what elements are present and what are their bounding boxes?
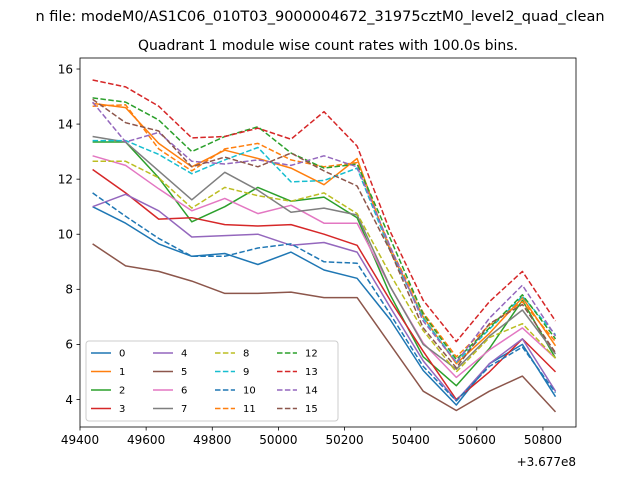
legend-label: 13 bbox=[305, 367, 318, 378]
legend-label: 5 bbox=[181, 367, 187, 378]
legend-item: 1 bbox=[91, 367, 125, 378]
series-line-4 bbox=[92, 193, 557, 402]
y-tick-label: 16 bbox=[58, 62, 73, 76]
x-axis-offset-label: +3.677e8 bbox=[517, 455, 576, 469]
legend-item: 0 bbox=[91, 349, 125, 360]
y-tick-label: 8 bbox=[65, 283, 73, 297]
x-tick-label: 50000 bbox=[259, 433, 297, 447]
legend-item: 15 bbox=[277, 404, 318, 415]
legend-label: 12 bbox=[305, 349, 318, 360]
series-line-5 bbox=[92, 243, 557, 413]
legend-item: 10 bbox=[215, 386, 256, 397]
y-tick-label: 6 bbox=[65, 338, 73, 352]
x-tick-label: 49600 bbox=[127, 433, 165, 447]
legend-label: 14 bbox=[305, 386, 318, 397]
legend-label: 2 bbox=[119, 386, 125, 397]
legend-frame bbox=[85, 340, 339, 422]
series-line-1 bbox=[92, 102, 557, 365]
series-line-2 bbox=[92, 141, 557, 387]
series-line-7 bbox=[92, 135, 557, 370]
legend-item: 6 bbox=[153, 386, 187, 397]
x-tick-label: 50200 bbox=[325, 433, 363, 447]
figure-suptitle: n file: modeM0/AS1C06_010T03_9000004672_… bbox=[35, 9, 604, 25]
legend-item: 8 bbox=[215, 349, 249, 360]
x-tick-label: 49400 bbox=[61, 433, 99, 447]
legend-label: 4 bbox=[181, 349, 187, 360]
series-line-14 bbox=[92, 101, 557, 364]
legend-item: 7 bbox=[153, 404, 187, 415]
y-tick-label: 12 bbox=[58, 172, 73, 186]
x-tick-label: 49800 bbox=[193, 433, 231, 447]
x-tick-label: 50400 bbox=[392, 433, 430, 447]
series-line-9 bbox=[92, 139, 557, 364]
y-tick-label: 4 bbox=[65, 393, 73, 407]
plot-area: 49400 49600 49800 50000 50200 50400 50600 50800… bbox=[58, 57, 577, 447]
x-tick-label: 50600 bbox=[458, 433, 496, 447]
chart-title: Quadrant 1 module wise count rates with … bbox=[138, 38, 518, 54]
series-line-11 bbox=[92, 104, 557, 358]
legend-item: 4 bbox=[153, 349, 187, 360]
axes-frame bbox=[79, 57, 577, 428]
legend-item: 12 bbox=[277, 349, 318, 360]
legend-item: 13 bbox=[277, 367, 318, 378]
series-line-6 bbox=[92, 155, 557, 379]
legend-label: 7 bbox=[181, 404, 187, 415]
legend-label: 11 bbox=[243, 404, 256, 415]
legend-label: 3 bbox=[119, 404, 125, 415]
y-tick-label: 10 bbox=[58, 228, 73, 242]
legend-label: 0 bbox=[119, 349, 125, 360]
y-tick-label: 14 bbox=[58, 117, 73, 131]
legend-item: 3 bbox=[91, 404, 125, 415]
legend-item: 14 bbox=[277, 386, 318, 397]
legend-label: 1 bbox=[119, 367, 125, 378]
series-line-13 bbox=[92, 79, 557, 343]
series-line-8 bbox=[92, 160, 557, 373]
legend-item: 11 bbox=[215, 404, 256, 415]
legend-item: 5 bbox=[153, 367, 187, 378]
legend-item: 2 bbox=[91, 386, 125, 397]
x-tick-label: 50800 bbox=[524, 433, 562, 447]
legend-label: 10 bbox=[243, 386, 256, 397]
series-line-15 bbox=[92, 98, 557, 369]
series-line-10 bbox=[92, 192, 557, 402]
legend-label: 15 bbox=[305, 404, 318, 415]
legend-label: 8 bbox=[243, 349, 249, 360]
legend-label: 9 bbox=[243, 367, 249, 378]
legend-label: 6 bbox=[181, 386, 187, 397]
legend-item: 9 bbox=[215, 367, 249, 378]
